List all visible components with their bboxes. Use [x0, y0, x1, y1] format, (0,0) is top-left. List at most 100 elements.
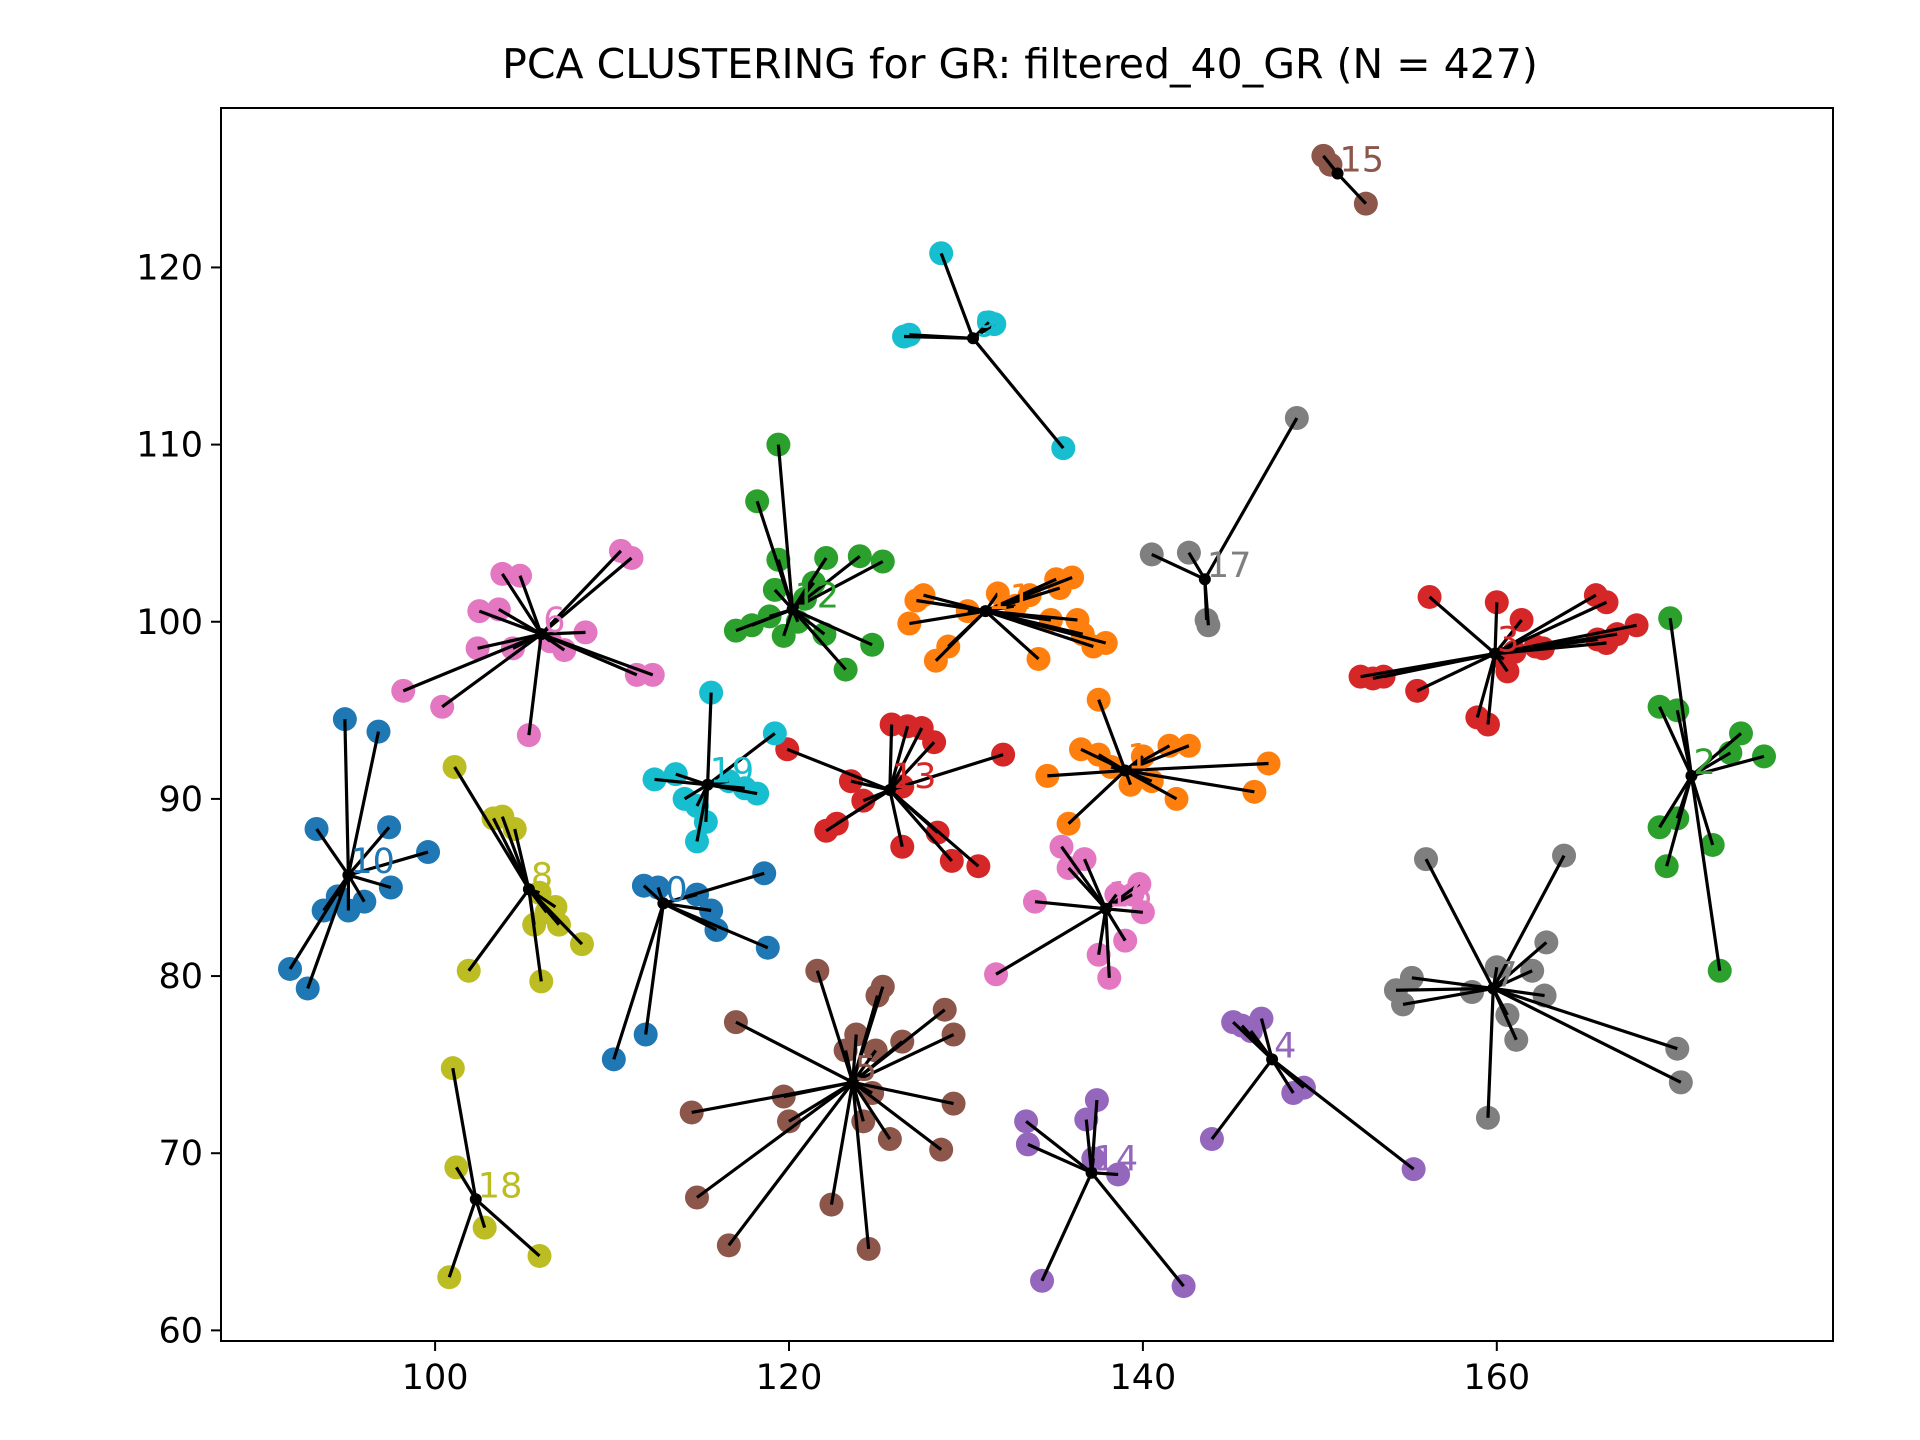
center-link-cluster-11: [985, 609, 1078, 622]
center-link-cluster-12: [791, 608, 847, 671]
cluster-label-16: 16: [1108, 876, 1153, 916]
center-link-cluster-10: [343, 719, 351, 876]
center-link-cluster-2: [1675, 775, 1693, 819]
center-link-cluster-6: [540, 556, 633, 636]
center-link-cluster-5: [851, 1081, 892, 1140]
center-link-cluster-3: [1494, 600, 1608, 656]
center-link-cluster-6: [441, 632, 543, 709]
center-link-cluster-6: [527, 633, 543, 736]
center-link-cluster-16: [995, 907, 1107, 976]
center-links: [288, 154, 1765, 1288]
cluster-center-15: [1331, 167, 1344, 180]
center-link-cluster-4: [1210, 1058, 1274, 1141]
center-link-cluster-13: [835, 788, 891, 826]
center-link-cluster-3: [1493, 602, 1499, 654]
y-tick-label: 60: [158, 1311, 203, 1351]
center-link-cluster-8: [527, 888, 584, 946]
center-link-cluster-0: [662, 901, 769, 950]
center-link-cluster-4: [1270, 1058, 1295, 1094]
center-link-cluster-5: [852, 1033, 955, 1084]
y-tick-label: 100: [136, 603, 203, 643]
center-link-cluster-5: [851, 1081, 943, 1151]
data-point-cluster-5: [723, 1010, 748, 1035]
center-link-cluster-8: [453, 766, 531, 891]
cluster-center-0: [657, 897, 670, 910]
center-link-cluster-1: [1047, 768, 1126, 778]
x-tick-label: 160: [1463, 1358, 1530, 1398]
center-link-cluster-7: [1395, 986, 1494, 992]
center-link-cluster-3: [1416, 652, 1496, 693]
center-link-cluster-18: [451, 1067, 478, 1200]
center-link-cluster-5: [829, 1082, 855, 1205]
y-tick-label: 120: [136, 248, 203, 288]
center-link-cluster-18: [447, 1198, 478, 1278]
center-link-cluster-7: [1411, 976, 1494, 991]
center-link-cluster-7: [1424, 858, 1495, 990]
center-link-cluster-19: [707, 783, 758, 796]
x-tick-label: 120: [756, 1358, 823, 1398]
center-link-cluster-16: [1104, 907, 1127, 942]
center-link-cluster-1: [1125, 761, 1269, 773]
cluster-center-6: [535, 628, 548, 641]
center-link-cluster-6: [540, 549, 623, 636]
center-link-cluster-7: [1492, 987, 1682, 1084]
cluster-label-15: 15: [1340, 141, 1385, 181]
center-link-cluster-16: [1105, 907, 1144, 914]
cluster-center-4: [1266, 1053, 1279, 1066]
y-tick-label: 110: [136, 426, 203, 466]
cluster-center-17: [1198, 573, 1211, 586]
cluster-label-11: 11: [987, 578, 1032, 618]
cluster-center-14: [1085, 1166, 1098, 1179]
cluster-center-13: [883, 784, 896, 797]
center-link-cluster-5: [783, 1080, 854, 1099]
center-link-cluster-6: [498, 607, 543, 636]
center-link-cluster-13: [888, 727, 924, 791]
center-link-cluster-3: [1383, 652, 1496, 679]
center-link-cluster-6: [541, 630, 586, 636]
center-link-cluster-7: [1491, 987, 1518, 1041]
center-link-cluster-16: [1034, 900, 1106, 911]
cluster-label-7: 7: [1495, 955, 1517, 995]
y-tick-label: 90: [158, 780, 203, 820]
center-link-cluster-0: [662, 871, 765, 905]
cluster-center-16: [1099, 902, 1112, 915]
center-link-cluster-13: [786, 747, 891, 792]
center-link-cluster-11: [923, 593, 986, 613]
center-link-cluster-5: [851, 1082, 871, 1250]
cluster-label-8: 8: [531, 856, 553, 896]
center-link-cluster-3: [1494, 623, 1637, 656]
center-link-cluster-1: [1124, 768, 1255, 794]
center-link-cluster-0: [644, 903, 665, 1035]
cluster-label-18: 18: [478, 1166, 523, 1206]
center-link-cluster-5: [851, 1034, 858, 1083]
center-link-cluster-12: [776, 559, 795, 610]
center-link-cluster-3: [1475, 653, 1497, 718]
center-link-cluster-2: [1689, 775, 1722, 971]
center-link-cluster-14: [1089, 1099, 1099, 1173]
cluster-center-9: [967, 332, 980, 345]
center-link-cluster-15: [1336, 172, 1368, 205]
center-link-cluster-5: [851, 995, 880, 1083]
cluster-center-7: [1487, 982, 1500, 995]
center-link-cluster-2: [1668, 617, 1694, 777]
center-link-cluster-0: [663, 901, 712, 913]
center-link-cluster-11: [909, 609, 986, 626]
center-link-cluster-7: [1486, 988, 1495, 1118]
cluster-label-0: 0: [665, 870, 687, 910]
center-link-cluster-13: [888, 741, 936, 792]
center-link-cluster-5: [696, 1081, 854, 1199]
cluster-label-5: 5: [855, 1049, 877, 1089]
center-link-cluster-13: [888, 789, 904, 848]
center-link-cluster-11: [984, 609, 1040, 661]
center-link-cluster-16: [1104, 908, 1111, 978]
center-link-cluster-7: [1492, 941, 1548, 990]
cluster-center-1: [1119, 764, 1132, 777]
center-link-cluster-14: [1027, 1142, 1093, 1175]
center-link-cluster-16: [1083, 858, 1108, 910]
center-link-cluster-12: [791, 554, 861, 611]
center-link-cluster-19: [706, 732, 776, 787]
